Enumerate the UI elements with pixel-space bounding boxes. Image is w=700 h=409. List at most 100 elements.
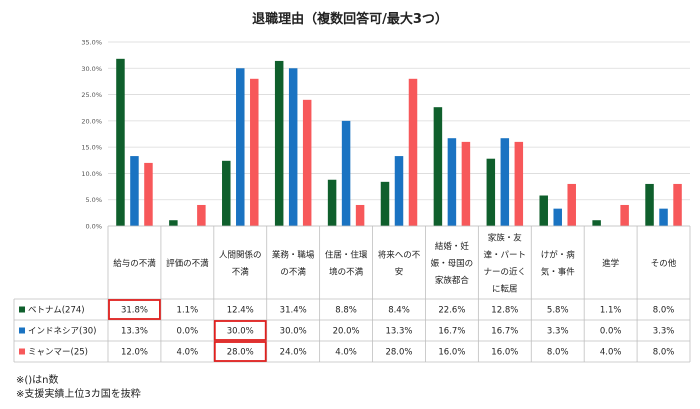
y-tick-label: 35.0% [81,39,102,47]
data-label: 16.0% [438,348,465,358]
bar [169,220,178,226]
data-label: 31.4% [280,306,307,316]
category-label: の不満 [280,267,306,277]
category-label: 境の不満 [329,266,364,277]
category-label: 家族都合 [435,275,470,286]
bar [673,183,682,226]
bar [553,208,562,226]
y-tick-label: 30.0% [81,65,102,73]
data-label: 12.8% [491,306,518,316]
bar [592,220,601,226]
data-label: 16.7% [491,327,518,337]
bar [250,78,259,226]
bar [394,156,404,226]
legend-swatch [19,306,25,313]
chart-title: 退職理由（複数回答可/最大3つ） [252,12,448,27]
data-label: 8.0% [547,348,569,358]
data-label: 4.0% [335,348,357,358]
footnote-selection: ※支援実績上位3カ国を抜粋 [16,389,141,400]
category-label: 住居・住環 [325,249,368,260]
data-label: 30.0% [227,327,254,337]
data-label: 22.6% [438,306,465,316]
data-label: 13.3% [385,327,412,337]
bar [274,60,284,226]
data-label: 4.0% [600,348,622,358]
data-label: 13.3% [121,327,148,337]
data-label: 8.0% [653,306,675,316]
data-label: 8.8% [335,306,357,316]
data-label: 3.3% [547,327,569,337]
data-label: 1.1% [177,306,199,316]
data-label: 3.3% [653,327,675,337]
category-label: その他 [651,258,677,269]
data-label: 28.0% [385,348,412,358]
highlight-box [213,320,267,341]
data-label: 16.7% [438,327,465,337]
data-label: 16.0% [491,348,518,358]
data-label: 20.0% [333,327,360,337]
legend-swatch [19,327,25,334]
category-label: けが・病 [541,249,576,260]
bar [461,141,471,226]
category-label: 将来への不 [378,249,421,260]
category-label: 家族・友 [488,232,523,243]
bar [144,162,153,226]
bar [327,179,337,226]
bar [355,204,365,226]
bar [236,68,245,227]
bar [341,120,351,226]
bar [659,208,668,226]
bar [567,183,576,226]
bar [433,107,443,226]
data-label: 5.8% [547,306,569,316]
data-label: 12.4% [227,306,254,316]
bar [539,195,548,226]
legend-label: インドネシア(30) [28,327,96,337]
y-tick-label: 10.0% [81,170,102,178]
category-label: 結婚・妊 [435,241,470,252]
bar [116,58,125,226]
y-tick-label: 5.0% [85,196,102,204]
bar [288,68,298,227]
y-tick-label: 25.0% [81,91,102,99]
category-label: 安 [395,266,404,277]
data-label: 12.0% [121,348,148,358]
category-label: 業務・職場 [272,249,315,260]
bar [620,204,629,226]
footnotes: ※()はn数 ※支援実績上位3カ国を抜粋 [16,374,141,402]
bar [302,99,312,226]
data-label: 1.1% [600,306,622,316]
legend-label: ミャンマー(25) [28,348,88,358]
legend-swatch [19,348,25,355]
bar [447,138,457,226]
bar [500,138,510,226]
category-label: 評価の不満 [166,258,209,269]
highlight-box [213,341,267,362]
category-label: 給与の不満 [113,258,156,269]
category-label: 気・事件 [541,266,576,277]
category-label: 進学 [602,258,620,269]
legend-label: ベトナム(274) [28,306,85,316]
footnote-n-count: ※()はn数 [16,375,59,386]
data-label: 8.4% [388,306,410,316]
y-tick-label: 0.0% [85,223,102,231]
data-label: 31.8% [121,306,148,316]
bar [380,181,390,226]
bar [222,160,231,226]
data-label: 0.0% [177,327,199,337]
category-label: 達・パート [484,249,527,260]
data-label: 0.0% [600,327,622,337]
data-label: 8.0% [653,348,675,358]
y-tick-label: 20.0% [81,117,102,125]
bar [197,204,206,226]
category-label: ナーの近く [484,266,527,277]
data-label: 28.0% [227,348,254,358]
bar [645,183,654,226]
bar [486,158,496,226]
data-label: 30.0% [280,327,307,337]
bar [514,141,524,226]
category-label: に転居 [492,284,518,294]
highlight-box [108,299,161,320]
category-label: 人間関係の [219,250,262,260]
